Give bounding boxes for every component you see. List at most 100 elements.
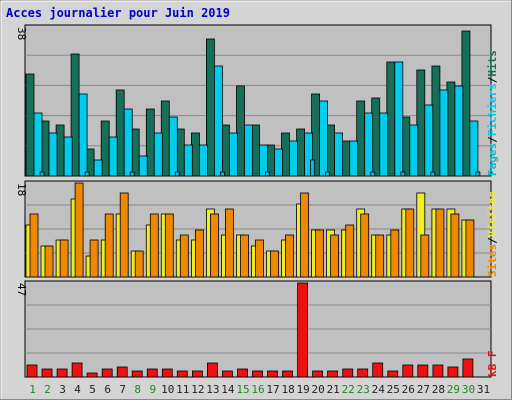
bar [357, 368, 369, 378]
bar [300, 192, 310, 278]
bar [387, 370, 399, 378]
bar [209, 213, 219, 278]
bar [33, 112, 43, 177]
bar [129, 171, 135, 177]
x-tick-label: 27 [417, 383, 430, 396]
x-tick-label: 22 [342, 383, 355, 396]
bar [78, 93, 88, 177]
x-tick-label: 1 [29, 383, 36, 396]
x-tick-label: 17 [266, 383, 279, 396]
bar [417, 364, 429, 378]
bar [174, 171, 180, 177]
series-kb-f [26, 282, 474, 378]
bar [168, 116, 178, 177]
bar [206, 362, 218, 378]
bar [56, 368, 68, 378]
bar [274, 148, 283, 177]
bar [462, 358, 474, 378]
bar [289, 140, 298, 177]
series-hits [25, 30, 471, 177]
series-pages [39, 159, 481, 177]
y-max-label: 18 [15, 183, 28, 196]
bar [325, 171, 331, 177]
bar [450, 213, 460, 278]
bar [259, 144, 268, 177]
bar [164, 213, 174, 278]
y-max-label: 47 [15, 283, 28, 296]
bar [469, 120, 479, 177]
x-tick-label: 4 [74, 383, 81, 396]
bar [372, 362, 384, 378]
x-axis-labels: 1 2 3 4 5 6 7 8 9 10 11 12 13 14 15 16 17 18 19 20 21 22 23 24 2… [29, 383, 490, 396]
bar [270, 250, 279, 278]
bar [101, 368, 113, 378]
x-tick-label: 24 [372, 383, 386, 396]
bar [430, 171, 436, 177]
bar [138, 155, 148, 177]
x-tick-label: 12 [191, 383, 204, 396]
x-tick-label: 2 [44, 383, 51, 396]
kbytes-panel: 47 kB F [15, 280, 499, 378]
visits-sites-panel: 18 Sites/Visites [15, 180, 499, 278]
bar [224, 208, 234, 278]
x-tick-label: 31 [477, 383, 490, 396]
bar [93, 159, 103, 177]
bar [116, 366, 128, 378]
bar [265, 171, 270, 177]
bar [183, 144, 193, 177]
bar [63, 136, 73, 177]
bar [149, 213, 159, 278]
bar [131, 370, 143, 378]
bar [244, 124, 253, 177]
bar [191, 370, 203, 378]
bar [48, 132, 58, 177]
bar [370, 171, 376, 177]
bar [282, 370, 293, 378]
x-tick-label: 7 [119, 383, 126, 396]
x-tick-label: 14 [221, 383, 235, 396]
bar [219, 171, 225, 177]
bar [240, 234, 249, 278]
x-tick-label: 26 [402, 383, 415, 396]
x-tick-label: 3 [59, 383, 66, 396]
legend-kbytes: kB F [486, 351, 499, 378]
series-sites [29, 182, 475, 278]
bar [315, 229, 325, 278]
bar [74, 182, 84, 278]
bar [134, 250, 144, 278]
bar [400, 171, 406, 177]
legend: Pages/Fichiers/Hits [486, 50, 499, 176]
bar [237, 368, 248, 378]
bar [255, 239, 264, 278]
bar [89, 239, 99, 278]
legend-sites: Sites [486, 244, 499, 277]
bar [405, 208, 415, 278]
bar [319, 100, 329, 177]
legend-hits: Hits [486, 50, 499, 77]
bar [179, 234, 189, 278]
bar [342, 368, 354, 378]
bar [86, 372, 98, 378]
bar [29, 213, 39, 278]
bar [119, 192, 129, 278]
bar [310, 159, 316, 177]
bar [153, 132, 163, 177]
bar [424, 104, 434, 177]
x-tick-label: 21 [327, 383, 340, 396]
x-tick-label: 19 [296, 383, 309, 396]
x-tick-label: 11 [176, 383, 189, 396]
bar [364, 112, 374, 177]
bar [435, 208, 445, 278]
x-tick-label: 8 [134, 383, 141, 396]
x-tick-label: 25 [387, 383, 400, 396]
bar [327, 370, 339, 378]
bar [420, 234, 430, 278]
bar [379, 112, 389, 177]
x-tick-label: 15 [236, 383, 249, 396]
bar [146, 368, 158, 378]
bar [104, 213, 114, 278]
bar [161, 368, 173, 378]
